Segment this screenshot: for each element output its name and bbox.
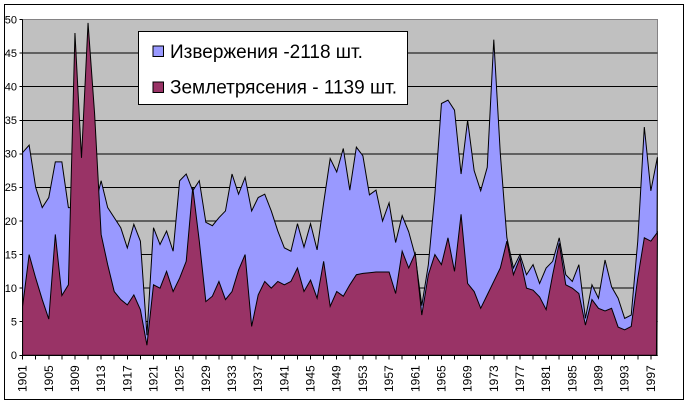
svg-text:1941: 1941 <box>277 365 291 392</box>
svg-text:25: 25 <box>5 182 17 194</box>
svg-text:40: 40 <box>5 82 17 94</box>
svg-text:5: 5 <box>11 317 17 329</box>
svg-text:1913: 1913 <box>94 365 108 392</box>
svg-text:1945: 1945 <box>304 365 318 392</box>
svg-text:1933: 1933 <box>225 365 239 392</box>
svg-text:1977: 1977 <box>513 365 527 392</box>
svg-text:30: 30 <box>5 149 17 161</box>
svg-text:Землетрясения - 1139 шт.: Землетрясения - 1139 шт. <box>170 78 397 99</box>
svg-text:1989: 1989 <box>592 365 606 392</box>
svg-text:1909: 1909 <box>68 365 82 392</box>
svg-text:35: 35 <box>5 115 17 127</box>
svg-text:1949: 1949 <box>330 365 344 392</box>
svg-text:1905: 1905 <box>42 365 56 392</box>
svg-text:1961: 1961 <box>408 365 422 392</box>
svg-text:1985: 1985 <box>565 365 579 392</box>
svg-text:1957: 1957 <box>382 365 396 392</box>
svg-text:50: 50 <box>5 14 17 26</box>
svg-text:0: 0 <box>11 350 17 362</box>
svg-text:1925: 1925 <box>173 365 187 392</box>
svg-text:1973: 1973 <box>487 365 501 392</box>
svg-text:10: 10 <box>5 283 17 295</box>
svg-text:1969: 1969 <box>461 365 475 392</box>
svg-text:1901: 1901 <box>16 365 30 392</box>
svg-text:1997: 1997 <box>644 365 658 392</box>
svg-text:1917: 1917 <box>120 365 134 392</box>
svg-text:15: 15 <box>5 249 17 261</box>
svg-text:1921: 1921 <box>146 365 160 392</box>
svg-text:1937: 1937 <box>251 365 265 392</box>
svg-text:1981: 1981 <box>539 365 553 392</box>
svg-text:1929: 1929 <box>199 365 213 392</box>
svg-text:1965: 1965 <box>434 365 448 392</box>
svg-text:1993: 1993 <box>618 365 632 392</box>
svg-text:20: 20 <box>5 216 17 228</box>
svg-text:Извержения -2118 шт.: Извержения -2118 шт. <box>170 42 363 63</box>
svg-text:1953: 1953 <box>356 365 370 392</box>
svg-text:45: 45 <box>5 48 17 60</box>
